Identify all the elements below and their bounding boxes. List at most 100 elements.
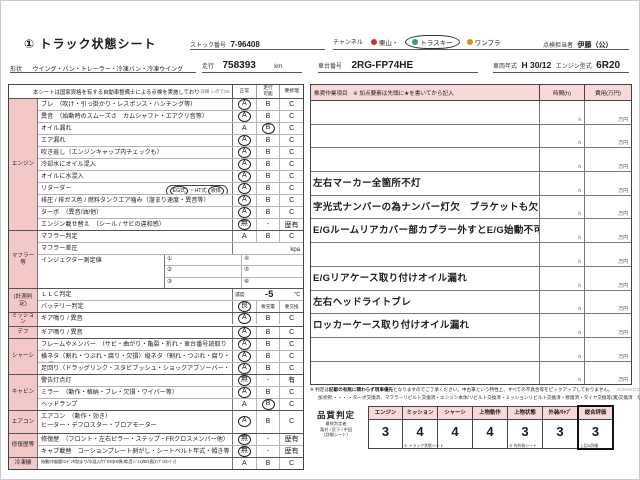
grade-text: B: [265, 197, 271, 204]
quality-score-note: 上記&詳細: [580, 442, 599, 448]
grade-cell: 無: [233, 219, 256, 230]
grade-marks: A B C: [232, 183, 303, 194]
grade-cell: B: [255, 231, 280, 242]
work-cost-cell: 万円: [584, 337, 631, 361]
inspection-item-text: エアコン （動作・効き） ヒーター・デフロスター・ブロアモーター: [41, 412, 157, 430]
inspection-item-label: ブレ （吹け・引っ掛かり・レスポンス・ハンチング等）: [38, 99, 232, 110]
work-row: 左右ヘッドライトブレ h 万円: [311, 289, 631, 314]
option-text: ・HT式: [189, 188, 207, 194]
quality-score: 4: [451, 424, 459, 439]
grade-cell: B: [255, 135, 280, 146]
work-cost-cell: 万円: [584, 124, 631, 148]
time-unit: h: [578, 307, 581, 313]
quality-subtitle-line: 最終判定者: [325, 421, 347, 426]
channel-option: トラスキー: [405, 35, 460, 49]
grade-cell: C: [279, 159, 303, 170]
grade-cell: A: [233, 350, 256, 362]
circled-grade: A: [237, 183, 251, 194]
grade-text: 歴有: [284, 221, 299, 229]
lt-column-header: 走行 可能: [255, 85, 280, 98]
work-cost-cell: 万円: [584, 314, 631, 337]
inspection-row: マフラー判定 A B C: [38, 231, 303, 242]
chassis-label: 車台番号: [318, 64, 343, 70]
work-item-text: 字光式ナンバーの為ナンバー灯欠 ブラケットも欠: [313, 201, 539, 213]
inspection-row: ギア鳴り / 異音 A B C: [38, 326, 303, 338]
circled-option: 液体: [207, 186, 224, 194]
grade-text: C: [289, 149, 295, 156]
quality-column: 上物動作 4: [473, 406, 508, 449]
work-cost-cell: 万円: [584, 195, 631, 219]
grade-cell: -: [255, 374, 280, 386]
work-item-text: ロッカーケース取り付けオイル漏れ: [313, 320, 470, 332]
injector-cell: ②: [165, 265, 241, 276]
grade-cell: B: [255, 326, 280, 338]
grade-cell: A: [233, 147, 256, 158]
grade-text: C: [289, 352, 295, 360]
work-cost-cell: 万円: [584, 243, 631, 266]
grade-marks: A B C: [232, 398, 303, 410]
grade-text: C: [289, 364, 295, 372]
circled-grade: A: [237, 111, 251, 122]
work-row: h 万円: [311, 147, 631, 172]
grade-cell: A: [233, 231, 256, 242]
cost-unit: 万円: [618, 236, 628, 242]
onepla-channel-icon: [466, 39, 473, 45]
grade-text: B: [265, 459, 271, 467]
quality-score-note: ① トラック状態シート: [404, 442, 444, 448]
grade-cell: B: [255, 313, 280, 324]
inspection-item-label: バッテリー判定: [38, 301, 232, 312]
grade-cell: C: [279, 313, 303, 324]
grade-cell: A: [233, 99, 256, 110]
circled-grade: A: [237, 350, 251, 362]
cost-unit: 万円: [618, 354, 628, 360]
quality-score-note: ③ 内外装シート: [509, 442, 537, 448]
inspection-row: エア漏れ A B C: [38, 134, 303, 146]
work-time-cell: h: [539, 314, 584, 337]
grade-cell: 歴有: [279, 445, 303, 457]
inspector-label: 点検担当者: [543, 43, 574, 49]
quality-score: 4: [486, 424, 494, 439]
inspector-field: 点検担当者 伊藤（公）: [543, 34, 629, 50]
grade-text: C: [289, 340, 295, 348]
injector-cell: ④: [241, 255, 303, 266]
injector-cell: ③: [165, 276, 241, 288]
work-cost-cell: 万円: [584, 361, 631, 385]
inspection-section: キャビン 警告灯点灯無 - 有ミラー （動作・格納・ブレ・欠損・ワイパー等） A B C ヘッ…: [9, 373, 303, 410]
inspection-section: デフ ギア鳴り / 異音 A B C: [9, 325, 303, 338]
inspection-item-text: ターボ （異音/油/他）: [41, 209, 103, 216]
grade-cell: A: [233, 362, 256, 374]
inspection-item-text: マフラー差圧: [41, 245, 78, 252]
mileage-field: 走行 758393 km: [202, 55, 302, 73]
grade-text: C: [289, 197, 295, 204]
inspection-item-text: オイルに水混入: [41, 173, 84, 180]
inspection-item-text: 排圧 / 排ガス色 / 燃料タンクエア噛み（溜まり速度・異音等）: [41, 197, 210, 204]
grade-marks: A B C: [232, 326, 303, 338]
channel-option: ワンプラ: [466, 37, 501, 47]
grade-text: B: [265, 185, 271, 192]
grade-cell: C: [279, 171, 303, 182]
grade-text: C: [289, 315, 295, 322]
inspection-item-label: ギア鳴り / 異音: [38, 327, 232, 338]
grade-cell: 歴有: [279, 219, 303, 230]
grade-text: B: [265, 352, 271, 360]
work-item-text: 左右ヘッドライトブレ: [313, 296, 412, 308]
pressure-unit: kpa: [290, 247, 300, 253]
work-cost-cell: 万円: [584, 290, 631, 314]
channel-label: チャンネル: [333, 39, 363, 46]
inspection-row: ギア鳴り / 異音 A B C: [38, 313, 303, 324]
work-row: h 万円: [311, 336, 631, 361]
grade-cell: B: [255, 123, 280, 134]
inspection-row: ミラー （動作・格納・ブレ・欠損・ワイパー等） A B C: [38, 385, 303, 398]
inspection-item-text: ギア鳴り / 異音: [41, 328, 83, 336]
work-item-text: [311, 101, 539, 124]
inspection-row: 始動/冷風量/ｺﾝﾃﾞﾝｻ/詰まり/水混入/ｻﾌﾞEG(Hz異,鳴,音,ﾍﾞﾙﾄ…: [38, 457, 303, 469]
work-time-cell: h: [539, 361, 584, 385]
grade-cell: A: [233, 111, 256, 122]
time-unit: h: [578, 378, 581, 384]
grade-text: 歴有: [284, 448, 299, 456]
print-date: 2025081108: [616, 387, 640, 392]
grade-marks: A B C: [232, 410, 303, 433]
lt-column-header: 正常: [239, 88, 250, 94]
grade-text: B: [265, 161, 271, 168]
quality-subtitle-line: 栗村 / 宮下 / 中田: [319, 426, 353, 432]
